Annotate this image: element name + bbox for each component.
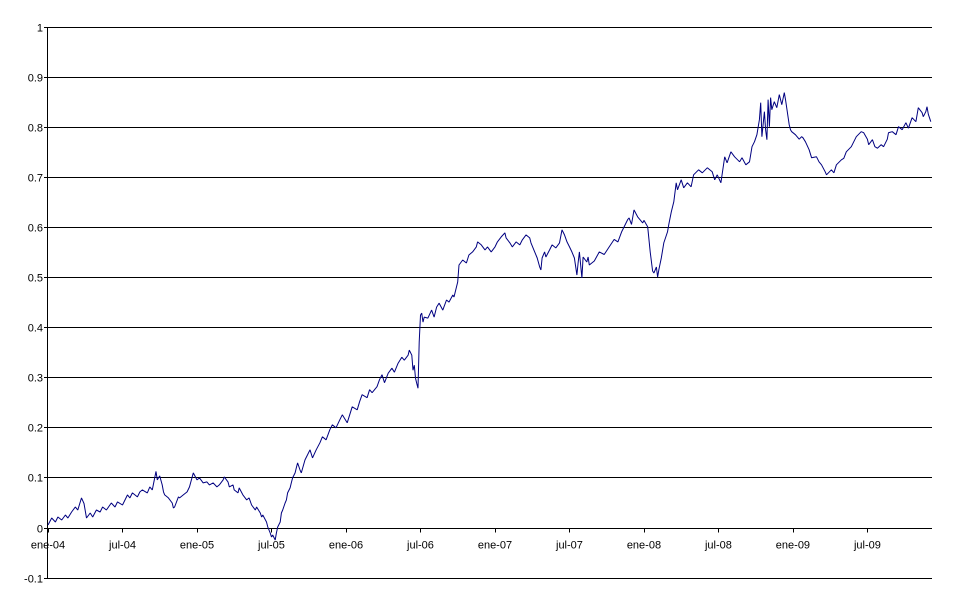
x-tick-label: jul-06 bbox=[406, 540, 434, 552]
x-tick-label: jul-05 bbox=[257, 540, 285, 552]
series bbox=[47, 92, 932, 541]
x-tick-label: ene-09 bbox=[776, 540, 810, 552]
y-tick-label: 0.7 bbox=[28, 173, 43, 185]
x-tick-label: jul-08 bbox=[704, 540, 732, 552]
y-tick-label: 1 bbox=[37, 23, 43, 35]
x-tick-label: ene-07 bbox=[478, 540, 512, 552]
gridlines bbox=[48, 27, 932, 579]
y-tick-label: 0.3 bbox=[28, 373, 43, 385]
y-tick-label: 0.8 bbox=[28, 123, 43, 135]
y-tick-label: 0.9 bbox=[28, 73, 43, 85]
x-tick-label: ene-08 bbox=[627, 540, 661, 552]
x-tick-label: ene-06 bbox=[329, 540, 363, 552]
series-line-cumulative-return bbox=[47, 92, 932, 541]
y-tick-label: 0 bbox=[37, 524, 43, 536]
y-tick-label: 0.2 bbox=[28, 423, 43, 435]
axis-labels: 1 0.9 0.8 0.7 0.6 0.5 0.4 0.3 0.2 0.1 0 -0.1 ene-04 j… bbox=[24, 23, 881, 586]
y-tick-label: 0.4 bbox=[28, 323, 43, 335]
y-tick-label: -0.1 bbox=[24, 574, 43, 586]
x-tick-label: jul-07 bbox=[555, 540, 583, 552]
x-tick-label: jul-04 bbox=[108, 540, 136, 552]
y-tick-label: 0.1 bbox=[28, 473, 43, 485]
x-tick-label: jul-09 bbox=[853, 540, 881, 552]
y-tick-label: 0.6 bbox=[28, 223, 43, 235]
y-tick-label: 0.5 bbox=[28, 273, 43, 285]
axes bbox=[44, 27, 868, 579]
x-tick-label: ene-04 bbox=[31, 540, 65, 552]
x-tick-label: ene-05 bbox=[180, 540, 214, 552]
